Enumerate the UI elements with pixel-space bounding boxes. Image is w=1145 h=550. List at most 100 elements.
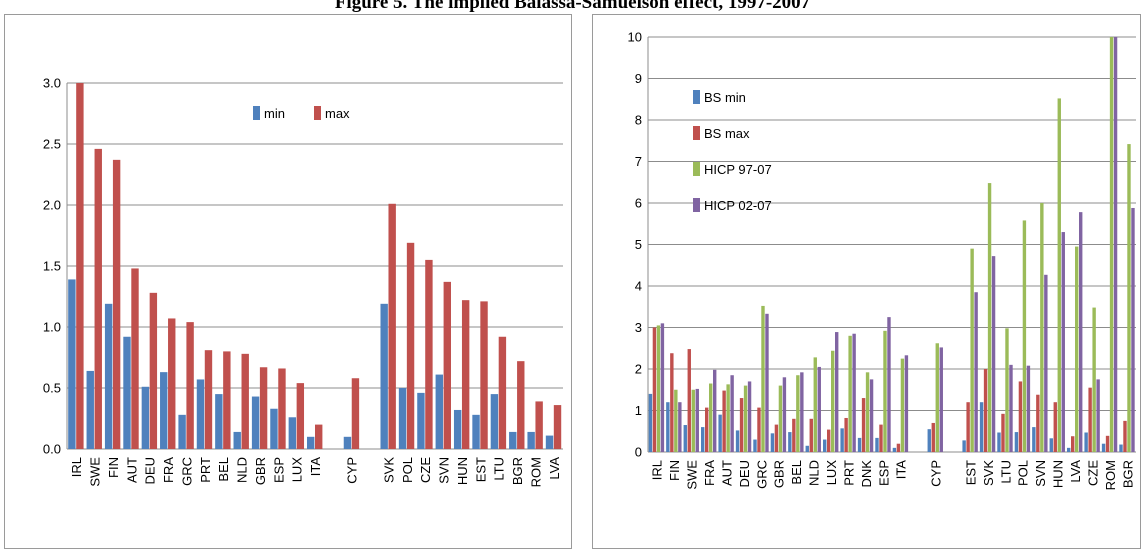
bar-bs-max-ltu <box>1001 413 1005 452</box>
x-tick-label: IRL <box>650 460 665 480</box>
bar-max-fra <box>168 318 176 449</box>
bar-hicp-97-07-swe <box>691 389 695 452</box>
x-tick-label: GRC <box>754 460 769 489</box>
x-tick-label: BGR <box>510 457 525 485</box>
bar-max-lux <box>296 383 305 449</box>
bar-bs-min-bgr <box>1119 444 1123 452</box>
bar-max-rom <box>535 401 543 449</box>
bar-bs-min-svk <box>979 402 984 452</box>
bar-min-fra <box>160 372 168 449</box>
bar-bs-min-lux <box>823 439 827 452</box>
bar-bs-max-pol <box>1018 381 1023 452</box>
bar-bs-min-nld <box>805 445 809 452</box>
bar-hicp-97-07-lux <box>831 350 835 452</box>
x-tick-label: LTU <box>492 457 507 481</box>
bar-hicp-02-07-cyp <box>939 347 943 452</box>
x-tick-label: SVK <box>981 460 996 486</box>
x-tick-label: DNK <box>859 460 874 488</box>
bar-bs-max-rom <box>1105 435 1110 452</box>
bar-max-gbr <box>259 367 268 449</box>
bar-hicp-97-07-ita <box>900 358 905 452</box>
x-tick-label: CZE <box>1085 460 1100 486</box>
bar-min-rom <box>527 431 535 449</box>
y-tick-label: 5 <box>635 237 642 252</box>
bar-min-deu <box>141 386 150 449</box>
bar-min-est <box>472 414 480 449</box>
y-tick-label: 4 <box>635 279 642 294</box>
bar-bs-max-cyp <box>931 422 935 452</box>
bar-bs-min-aut <box>718 414 722 452</box>
legend-swatch-bs-min <box>693 90 700 104</box>
bar-max-aut <box>131 268 139 449</box>
x-tick-label: GRC <box>179 457 194 486</box>
x-tick-label: SVN <box>437 457 452 484</box>
y-tick-label: 1 <box>635 403 642 418</box>
bar-bs-min-deu <box>735 430 740 452</box>
bar-hicp-97-07-grc <box>761 305 765 452</box>
x-tick-label: CYP <box>345 457 360 484</box>
bar-bs-max-svn <box>1036 394 1040 452</box>
bar-max-cyp <box>351 378 360 449</box>
bar-hicp-97-07-bel <box>796 375 800 452</box>
x-tick-label: NLD <box>235 457 250 483</box>
x-tick-label: FRA <box>702 460 717 486</box>
bar-max-bel <box>223 351 231 449</box>
bar-max-esp <box>278 368 286 449</box>
bar-hicp-97-07-irl <box>656 325 661 452</box>
bar-bs-min-prt <box>840 428 844 452</box>
bar-hicp-02-07-fin <box>678 402 682 452</box>
bar-max-lva <box>553 405 562 449</box>
bar-hicp-02-07-swe <box>695 388 699 452</box>
x-tick-label: FRA <box>161 457 176 483</box>
bar-min-fin <box>104 303 113 449</box>
bar-bs-min-lva <box>1067 447 1071 452</box>
bar-min-irl <box>68 279 76 449</box>
bar-hicp-97-07-hun <box>1057 98 1061 453</box>
legend-label-min: min <box>264 106 285 121</box>
bar-hicp-02-07-gbr <box>782 377 787 452</box>
bar-hicp-97-07-aut <box>726 384 730 452</box>
bar-bs-min-dnk <box>857 437 862 452</box>
bar-min-pol <box>398 388 407 449</box>
bar-hicp-97-07-pol <box>1022 220 1027 452</box>
x-tick-label: SWE <box>685 460 700 490</box>
bar-bs-max-prt <box>844 417 848 452</box>
bar-hicp-02-07-fra <box>713 369 717 452</box>
x-tick-label: HUN <box>1051 460 1066 488</box>
bar-hicp-02-07-esp <box>887 317 891 452</box>
bar-bs-max-bel <box>792 418 796 452</box>
left-chart-panel: 0.0 0.5 1.0 1.5 2.0 2.5 3.0 IRL SWE FIN AUT DEU FRA G… <box>4 14 572 549</box>
bar-bs-max-hun <box>1053 402 1057 452</box>
bar-hicp-02-07-rom <box>1113 37 1118 452</box>
x-tick-label: SVK <box>381 457 396 483</box>
bar-min-nld <box>233 431 241 449</box>
bar-bs-max-nld <box>809 418 813 452</box>
x-tick-label: SWE <box>88 457 103 487</box>
bar-hicp-97-07-cyp <box>935 343 939 452</box>
x-tick-label: AUT <box>719 460 734 486</box>
bar-hicp-02-07-bel <box>800 372 804 452</box>
x-tick-label: ROM <box>1103 460 1118 490</box>
bar-min-svn <box>435 374 443 449</box>
bar-hicp-97-07-fin <box>674 389 678 452</box>
bar-hicp-02-07-pol <box>1026 365 1031 452</box>
bar-bs-max-deu <box>739 398 744 452</box>
bar-max-bgr <box>517 361 525 449</box>
y-tick-label: 0 <box>635 445 642 460</box>
y-tick-label: 0.0 <box>43 442 61 457</box>
bar-min-lux <box>288 417 297 449</box>
right-bar-chart: 0 1 2 3 4 5 6 7 8 9 10 IRL FIN SWE FRA AUT DEU GRC GBR BEL N… <box>628 30 1136 490</box>
bar-bs-max-esp <box>879 424 883 452</box>
bar-bs-max-est <box>966 402 970 452</box>
x-tick-label: ESP <box>271 457 286 483</box>
legend-swatch-max <box>314 106 321 120</box>
x-tick-label: PRT <box>198 457 213 483</box>
bar-bs-min-gbr <box>770 433 775 452</box>
bar-min-cyp <box>343 436 352 449</box>
x-tick-label: GBR <box>253 457 268 485</box>
bar-bs-max-svk <box>983 369 988 452</box>
x-tick-label: LUX <box>824 460 839 486</box>
x-tick-label: LUX <box>290 457 305 483</box>
bar-bs-max-lva <box>1071 436 1075 452</box>
bar-hicp-97-07-cze <box>1092 307 1096 452</box>
